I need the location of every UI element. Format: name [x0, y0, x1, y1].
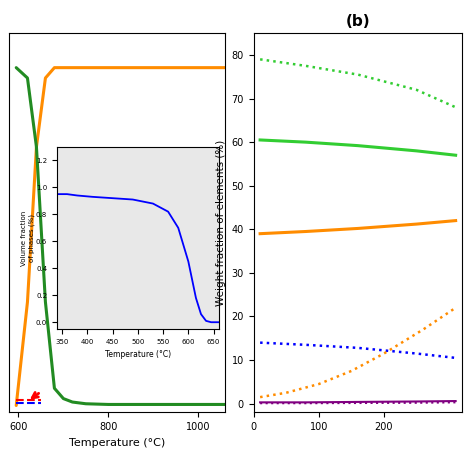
- Y-axis label: Weight fraction of elements (%): Weight fraction of elements (%): [216, 140, 226, 306]
- X-axis label: Temperature (°C): Temperature (°C): [69, 438, 165, 447]
- Title: (b): (b): [346, 14, 370, 29]
